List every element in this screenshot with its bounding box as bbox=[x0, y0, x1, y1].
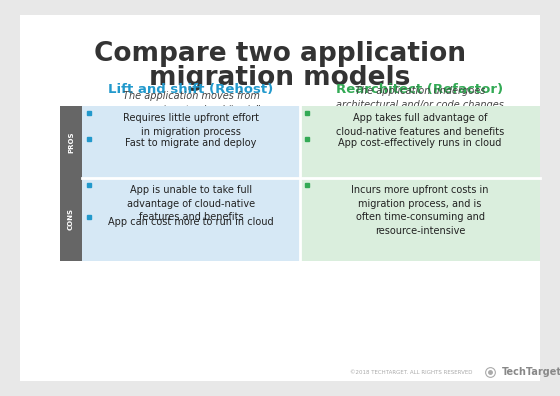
Text: Fast to migrate and deploy: Fast to migrate and deploy bbox=[125, 139, 256, 148]
Bar bbox=[300, 178, 540, 261]
Text: migration models: migration models bbox=[150, 65, 410, 91]
Bar bbox=[82, 178, 300, 261]
Text: App is unable to take full
advantage of cloud-native
features and benefits: App is unable to take full advantage of … bbox=[127, 185, 255, 222]
Text: App takes full advantage of
cloud-native features and benefits: App takes full advantage of cloud-native… bbox=[336, 113, 504, 137]
Bar bbox=[60, 178, 82, 261]
Text: TechTarget: TechTarget bbox=[502, 367, 560, 377]
Bar bbox=[300, 106, 540, 178]
Text: Lift and shift (Rehost): Lift and shift (Rehost) bbox=[109, 82, 274, 95]
Text: Rearchitect (Refactor): Rearchitect (Refactor) bbox=[337, 82, 503, 95]
Text: The application undergoes
architectural and/or code changes
before it moves to c: The application undergoes architectural … bbox=[336, 86, 504, 124]
Text: ©2018 TECHTARGET. ALL RIGHTS RESERVED: ©2018 TECHTARGET. ALL RIGHTS RESERVED bbox=[350, 369, 473, 375]
Text: Compare two application: Compare two application bbox=[94, 41, 466, 67]
Text: The application moves from
on premises to cloud “as is”: The application moves from on premises t… bbox=[122, 91, 260, 115]
Text: App cost-effectively runs in cloud: App cost-effectively runs in cloud bbox=[338, 139, 502, 148]
Text: App can cost more to run in cloud: App can cost more to run in cloud bbox=[108, 217, 274, 227]
Text: CONS: CONS bbox=[68, 209, 74, 230]
Text: Incurs more upfront costs in
migration process, and is
often time-consuming and
: Incurs more upfront costs in migration p… bbox=[351, 185, 489, 236]
Text: Requires little upfront effort
in migration process: Requires little upfront effort in migrat… bbox=[123, 113, 259, 137]
Bar bbox=[82, 106, 300, 178]
Bar bbox=[60, 106, 82, 178]
Text: PROS: PROS bbox=[68, 131, 74, 153]
